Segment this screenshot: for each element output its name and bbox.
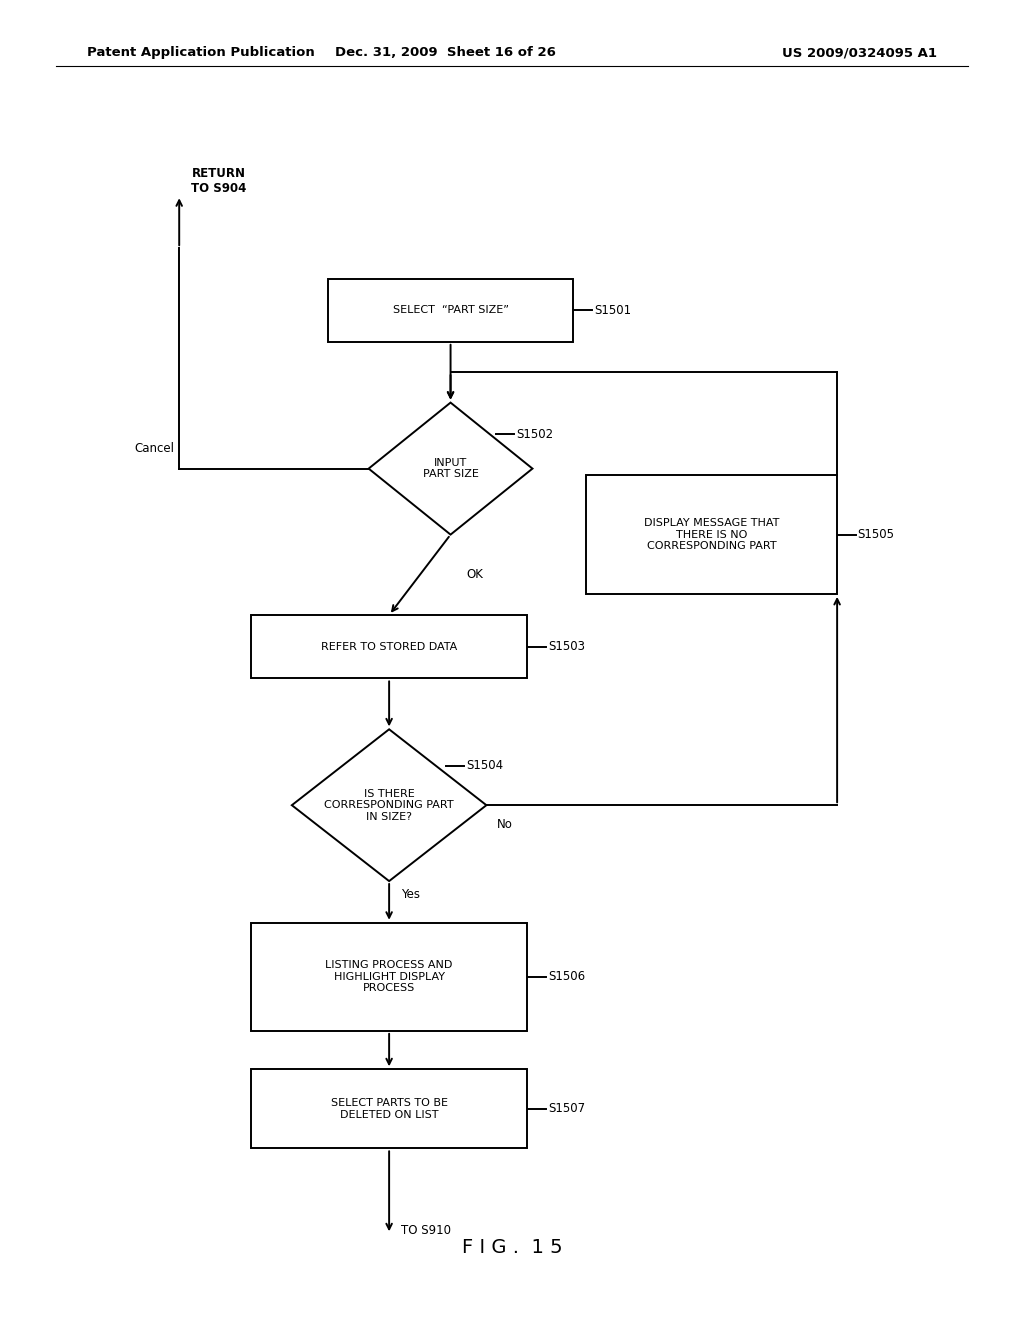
Text: SELECT PARTS TO BE
DELETED ON LIST: SELECT PARTS TO BE DELETED ON LIST <box>331 1098 447 1119</box>
Text: LISTING PROCESS AND
HIGHLIGHT DISPLAY
PROCESS: LISTING PROCESS AND HIGHLIGHT DISPLAY PR… <box>326 960 453 994</box>
Text: REFER TO STORED DATA: REFER TO STORED DATA <box>321 642 458 652</box>
Text: OK: OK <box>466 569 482 581</box>
Text: IS THERE
CORRESPONDING PART
IN SIZE?: IS THERE CORRESPONDING PART IN SIZE? <box>325 788 454 822</box>
Bar <box>251 923 527 1031</box>
Text: S1507: S1507 <box>548 1102 585 1115</box>
Text: RETURN
TO S904: RETURN TO S904 <box>191 168 247 195</box>
Text: Yes: Yes <box>401 887 421 900</box>
Text: TO S910: TO S910 <box>401 1224 452 1237</box>
Text: Dec. 31, 2009  Sheet 16 of 26: Dec. 31, 2009 Sheet 16 of 26 <box>335 46 556 59</box>
Bar <box>586 475 838 594</box>
Text: No: No <box>497 818 513 832</box>
Text: S1501: S1501 <box>594 304 631 317</box>
Text: S1505: S1505 <box>857 528 895 541</box>
Text: INPUT
PART SIZE: INPUT PART SIZE <box>423 458 478 479</box>
Text: US 2009/0324095 A1: US 2009/0324095 A1 <box>782 46 937 59</box>
Text: S1502: S1502 <box>516 428 553 441</box>
Text: SELECT  “PART SIZE”: SELECT “PART SIZE” <box>392 305 509 315</box>
Text: S1506: S1506 <box>548 970 585 983</box>
Bar <box>251 1069 527 1148</box>
Text: Cancel: Cancel <box>134 442 174 455</box>
Text: F I G .  1 5: F I G . 1 5 <box>462 1238 562 1257</box>
Text: S1504: S1504 <box>466 759 503 772</box>
Text: Patent Application Publication: Patent Application Publication <box>87 46 314 59</box>
Bar <box>328 279 573 342</box>
Text: DISPLAY MESSAGE THAT
THERE IS NO
CORRESPONDING PART: DISPLAY MESSAGE THAT THERE IS NO CORRESP… <box>644 517 779 552</box>
Bar <box>251 615 527 678</box>
Polygon shape <box>292 729 486 882</box>
Text: S1503: S1503 <box>548 640 585 653</box>
Polygon shape <box>369 403 532 535</box>
